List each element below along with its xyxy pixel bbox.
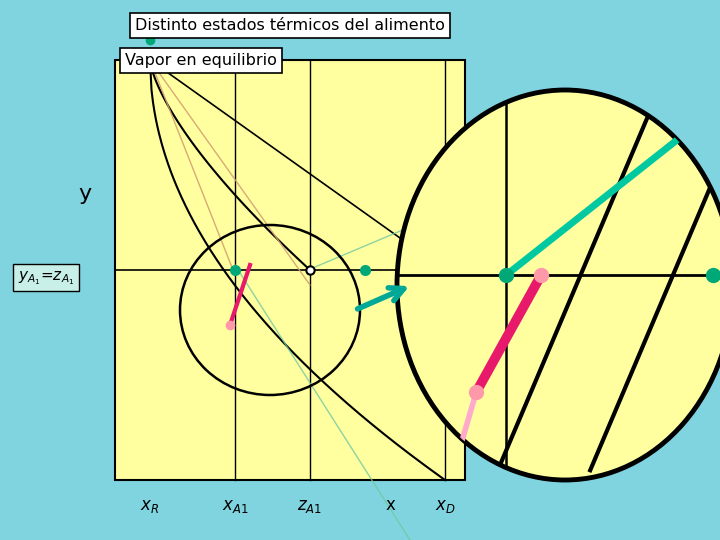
Text: $z_{A1}$: $z_{A1}$ xyxy=(297,497,323,515)
Text: Vapor en equilibrio: Vapor en equilibrio xyxy=(125,53,277,68)
Text: $x_{A1}$: $x_{A1}$ xyxy=(222,497,248,515)
Text: $x_R$: $x_R$ xyxy=(140,497,160,515)
Text: $x_D$: $x_D$ xyxy=(435,497,455,515)
Text: Distinto estados térmicos del alimento: Distinto estados térmicos del alimento xyxy=(135,18,445,33)
Bar xyxy=(115,60,465,480)
Ellipse shape xyxy=(397,90,720,480)
Text: $y_{A_1}$=$z_{A_1}$: $y_{A_1}$=$z_{A_1}$ xyxy=(18,269,74,287)
Text: x: x xyxy=(385,496,395,514)
Text: y: y xyxy=(78,184,91,204)
